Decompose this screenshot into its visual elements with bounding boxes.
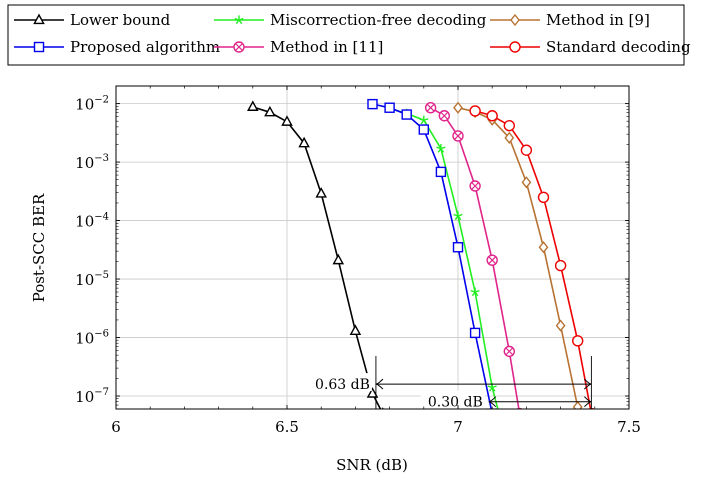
x-tick-label: 6.5 [275, 418, 299, 436]
x-tick-label: 6 [111, 418, 121, 436]
data-point-lower-bound [281, 115, 293, 126]
legend-marker-triangle [33, 13, 45, 25]
legend-label: Method in [9] [546, 11, 650, 29]
y-tick-label: 10−7 [75, 387, 109, 406]
data-point-lower-bound [381, 407, 384, 409]
legend: Lower bound Miscorrection-free decoding Me… [7, 4, 691, 66]
legend-marker-diamond [510, 13, 520, 27]
x-tick-label: 7.5 [617, 418, 641, 436]
legend-label: Standard decoding [546, 38, 691, 56]
data-point-standard-decoding [554, 259, 567, 272]
data-point-method-in-11 [424, 102, 437, 114]
data-point-lower-bound [332, 253, 345, 265]
data-point-method-in-9 [538, 241, 549, 254]
legend-marker-circle [509, 41, 521, 53]
data-point-miscorrection-free-decoding [487, 382, 497, 392]
series-line-proposed-algorithm [372, 103, 493, 409]
data-point-method-in-11 [503, 345, 515, 358]
y-tick-label: 10−4 [75, 212, 109, 231]
data-point-method-in-9 [521, 176, 532, 189]
data-point-standard-decoding [503, 119, 515, 132]
data-point-miscorrection-free-decoding [470, 287, 480, 297]
data-point-method-in-11 [469, 180, 481, 192]
data-point-lower-bound [264, 105, 276, 117]
data-point-method-in-9 [504, 131, 515, 144]
data-point-standard-decoding [537, 191, 550, 204]
data-point-proposed-algorithm [401, 109, 412, 120]
data-point-lower-bound [315, 187, 327, 198]
data-point-proposed-algorithm [367, 98, 378, 110]
y-tick-label: 10−6 [75, 329, 109, 348]
data-point-miscorrection-free-decoding [495, 409, 504, 417]
legend-item-method-in-11: Method in [11] [214, 38, 383, 56]
series-proposed-algorithm [367, 98, 498, 409]
legend-item-miscorrection-free-decoding: Miscorrection-free decoding [214, 11, 487, 29]
data-point-lower-bound [298, 136, 310, 148]
legend-label: Lower bound [70, 11, 171, 29]
legend-item-proposed-algorithm: Proposed algorithm [14, 38, 220, 56]
data-point-method-in-9 [453, 101, 463, 114]
data-point-lower-bound [366, 387, 379, 398]
x-axis-label: SNR (dB) [336, 456, 408, 474]
data-point-proposed-algorithm [452, 242, 464, 253]
annotation-label-bg [420, 390, 485, 409]
data-point-standard-decoding [572, 335, 584, 347]
data-point-proposed-algorithm [418, 124, 429, 135]
annotation-0-30-db: 0.30 dB [420, 390, 592, 411]
data-point-proposed-algorithm [435, 166, 447, 178]
data-point-standard-decoding [486, 110, 498, 122]
data-point-proposed-algorithm [469, 327, 481, 339]
series-method-in-9 [453, 101, 583, 409]
data-point-miscorrection-free-decoding [436, 144, 446, 153]
data-point-standard-decoding [588, 407, 595, 409]
x-tick-label: 7 [453, 418, 463, 436]
data-point-method-in-11 [438, 110, 451, 122]
data-point-miscorrection-free-decoding [419, 115, 429, 125]
series-line-lower-bound [252, 106, 382, 409]
data-point-method-in-9 [555, 319, 566, 332]
data-point-proposed-algorithm [384, 102, 395, 113]
y-tick-label: 10−5 [75, 270, 109, 289]
data-point-miscorrection-free-decoding [453, 211, 463, 221]
legend-marker-star [234, 15, 244, 25]
series-miscorrection-free-decoding [385, 104, 504, 417]
data-point-lower-bound [247, 100, 259, 111]
series-group [247, 98, 595, 417]
data-point-lower-bound [349, 324, 362, 335]
grid [116, 86, 629, 409]
annotation-label: 0.30 dB [428, 395, 483, 411]
legend-item-lower-bound: Lower bound [14, 11, 171, 29]
legend-marker-otimes [233, 41, 245, 53]
annotation-label-bg [307, 373, 372, 392]
legend-label: Miscorrection-free decoding [270, 11, 487, 29]
legend-label: Method in [11] [270, 38, 383, 56]
data-point-method-in-11 [486, 254, 498, 266]
legend-item-standard-decoding: Standard decoding [490, 38, 691, 56]
series-line-method-in-11 [430, 107, 520, 409]
data-point-method-in-11 [452, 130, 464, 142]
legend-label: Proposed algorithm [70, 38, 220, 56]
data-point-method-in-11 [516, 407, 523, 409]
y-tick-label: 10−2 [75, 95, 109, 114]
legend-box [7, 4, 685, 66]
data-point-standard-decoding [520, 144, 533, 156]
annotation-0-63-db: 0.63 dB [307, 373, 592, 393]
data-point-standard-decoding [469, 105, 481, 117]
plot-frame [115, 85, 630, 410]
annotations: 0.63 dB 0.30 dB [307, 356, 592, 411]
series-lower-bound [247, 100, 384, 409]
y-tick-label: 10−3 [75, 153, 109, 172]
data-point-method-in-9 [572, 400, 583, 409]
series-standard-decoding [469, 105, 595, 409]
data-point-proposed-algorithm [487, 408, 498, 409]
legend-item-method-in-9: Method in [9] [490, 11, 650, 29]
data-point-method-in-9 [579, 407, 583, 409]
annotation-label: 0.63 dB [315, 377, 370, 393]
axes: 6 6.5 7 7.5 10−2 10−3 10−4 10−5 10−6 10−7 [75, 85, 641, 436]
legend-marker-square [33, 41, 45, 53]
y-axis-label: Post-SCC BER [30, 193, 48, 302]
